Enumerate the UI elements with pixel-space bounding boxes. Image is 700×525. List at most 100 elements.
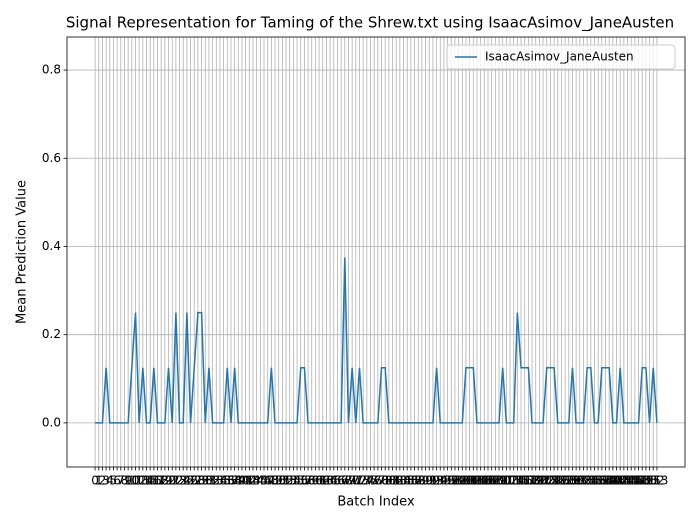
x-tick-label: 52 [278,474,293,488]
x-tick-label: 73 [356,474,371,488]
axes-frame [66,36,686,468]
x-tick-label: 65 [326,474,341,488]
x-tick-label: 128 [554,474,577,488]
x-tick-label: 142 [605,474,628,488]
x-tick-label: 77 [370,474,385,488]
x-tick-label: 88 [411,474,426,488]
x-tick-label: 136 [583,474,606,488]
y-tick-label: 0.6 [42,151,61,165]
x-tick-label: 11 [128,474,143,488]
x-tick-label: 132 [568,474,591,488]
x-tick-label: 24 [176,474,191,488]
x-tick-label: 54 [286,474,301,488]
x-tick-label: 105 [469,474,492,488]
x-tick-label: 60 [308,474,323,488]
x-tick-label: 80 [381,474,396,488]
x-tick-label: 117 [513,474,536,488]
x-tick-label: 41 [238,474,253,488]
x-tick-label: 21 [165,474,180,488]
x-tick-label: 90 [418,474,433,488]
x-tick-label: 151 [638,474,661,488]
x-tick-label: 31 [201,474,216,488]
x-tick-label: 120 [524,474,547,488]
x-tick-label: 29 [194,474,209,488]
x-tick-label: 107 [477,474,500,488]
x-tick-label: 94 [433,474,448,488]
x-tick-label: 62 [315,474,330,488]
legend-box [446,44,676,70]
x-tick-label: 144 [612,474,635,488]
x-tick-label: 99 [451,474,466,488]
x-tick-label: 4 [106,474,114,488]
y-tick-label: 0.8 [42,63,61,77]
x-tick-label: 9 [124,474,132,488]
chart-title: Signal Representation for Taming of the … [66,14,674,33]
x-tick-label: 127 [550,474,573,488]
x-tick-label: 72 [352,474,367,488]
x-tick-label: 2 [99,474,107,488]
x-tick-label: 96 [440,474,455,488]
x-tick-label: 57 [297,474,312,488]
x-tick-label: 59 [304,474,319,488]
x-tick-label: 102 [458,474,481,488]
x-tick-label: 34 [212,474,227,488]
data-line [95,257,658,424]
legend-label: IsaacAsimov_JaneAusten [485,50,634,64]
x-tick-label: 23 [172,474,187,488]
x-axis-label: Batch Index [337,495,415,510]
x-tick-label: 86 [403,474,418,488]
x-tick-label: 147 [623,474,646,488]
x-tick-label: 35 [216,474,231,488]
x-tick-label: 104 [466,474,489,488]
x-tick-label: 129 [557,474,580,488]
x-tick-label: 68 [337,474,352,488]
x-tick-label: 153 [645,474,668,488]
x-tick-label: 135 [579,474,602,488]
x-tick-label: 37 [223,474,238,488]
x-tick-label: 82 [389,474,404,488]
x-tick-label: 8 [121,474,129,488]
x-tick-label: 93 [429,474,444,488]
x-tick-label: 76 [367,474,382,488]
x-tick-label: 83 [392,474,407,488]
x-tick-label: 27 [187,474,202,488]
x-tick-label: 124 [539,474,562,488]
x-tick-label: 121 [528,474,551,488]
x-tick-label: 1 [95,474,103,488]
x-tick-label: 150 [634,474,657,488]
x-tick-label: 111 [491,474,514,488]
x-tick-label: 126 [546,474,569,488]
x-tick-label: 51 [275,474,290,488]
x-tick-label: 63 [319,474,334,488]
x-tick-label: 22 [168,474,183,488]
x-tick-label: 137 [587,474,610,488]
x-tick-label: 130 [561,474,584,488]
x-tick-label: 139 [594,474,617,488]
x-tick-label: 17 [150,474,165,488]
x-tick-label: 69 [341,474,356,488]
x-tick-label: 67 [333,474,348,488]
x-tick-label: 108 [480,474,503,488]
x-tick-label: 14 [139,474,154,488]
x-tick-label: 98 [447,474,462,488]
x-tick-label: 50 [271,474,286,488]
x-tick-label: 140 [598,474,621,488]
x-tick-label: 116 [510,474,533,488]
x-tick-label: 18 [154,474,169,488]
x-tick-label: 25 [179,474,194,488]
x-tick-label: 38 [227,474,242,488]
x-tick-label: 32 [205,474,220,488]
x-tick-label: 61 [311,474,326,488]
x-tick-label: 97 [444,474,459,488]
x-tick-label: 123 [535,474,558,488]
x-tick-label: 20 [161,474,176,488]
x-tick-label: 47 [260,474,275,488]
x-tick-label: 149 [631,474,654,488]
x-tick-label: 103 [462,474,485,488]
x-tick-label: 26 [183,474,198,488]
x-tick-label: 87 [407,474,422,488]
x-tick-label: 40 [234,474,249,488]
x-tick-label: 145 [616,474,639,488]
x-tick-label: 43 [245,474,260,488]
